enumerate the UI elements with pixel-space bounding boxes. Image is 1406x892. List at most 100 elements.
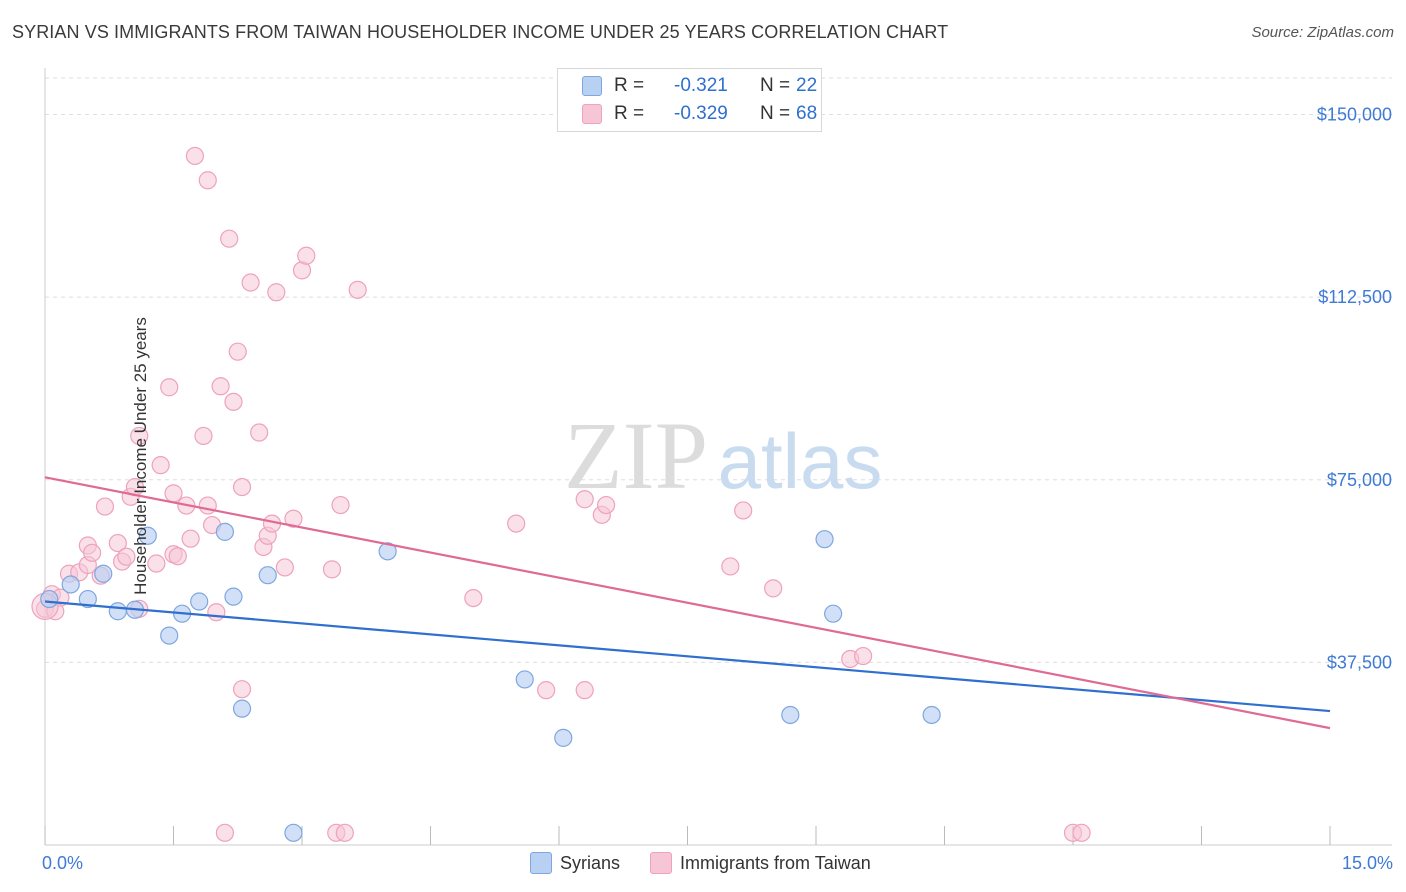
taiwan-point: [464, 588, 483, 608]
y-tick-label: $112,500: [1318, 287, 1392, 307]
syrian-point: [160, 626, 179, 645]
legend-item-taiwan[interactable]: Immigrants from Taiwan: [650, 852, 871, 874]
chart-title: SYRIAN VS IMMIGRANTS FROM TAIWAN HOUSEHO…: [12, 22, 949, 42]
syrian-point: [258, 566, 277, 585]
source-label: Source: ZipAtlas.com: [1251, 24, 1394, 41]
taiwan-point: [228, 342, 247, 361]
taiwan-point: [322, 560, 342, 579]
y-tick-label: $75,000: [1327, 470, 1392, 490]
syrian-point: [781, 705, 800, 725]
taiwan-point: [854, 646, 873, 666]
taiwan-point: [250, 423, 269, 442]
syrian-point: [515, 670, 534, 689]
syrian-point: [378, 542, 397, 561]
x-tick-label-min: 0.0%: [42, 853, 83, 873]
syrian-point: [40, 589, 59, 609]
legend-label-taiwan: Immigrants from Taiwan: [680, 852, 871, 873]
syrians-swatch: [582, 76, 602, 96]
taiwan-point: [168, 547, 187, 566]
taiwan-point: [147, 554, 166, 573]
syrian-point: [224, 587, 243, 606]
syrian-point: [190, 592, 209, 611]
taiwan-point: [232, 477, 252, 497]
taiwan-point: [537, 681, 556, 700]
y-tick-label: $150,000: [1317, 105, 1392, 125]
taiwan-point: [734, 501, 753, 520]
n-label: N =: [760, 103, 791, 124]
taiwan-point: [83, 543, 102, 562]
taiwan-point: [507, 514, 526, 533]
taiwan-point: [297, 246, 316, 265]
taiwan-point: [597, 495, 616, 515]
taiwan-point: [211, 377, 230, 396]
taiwan-point: [331, 495, 350, 515]
taiwan-point: [181, 529, 200, 548]
taiwan-point: [130, 426, 149, 446]
taiwan-point: [215, 823, 234, 842]
taiwan-point: [721, 557, 740, 576]
watermark: ZIP atlas: [564, 402, 882, 509]
taiwan-point: [224, 392, 243, 411]
syrian-point: [815, 530, 834, 549]
taiwan-point: [117, 547, 136, 566]
taiwan-point: [267, 283, 286, 302]
legend-item-syrians[interactable]: Syrians: [530, 852, 620, 874]
taiwan-point: [1072, 823, 1091, 842]
syrian-point: [108, 602, 127, 621]
gridlines: [45, 77, 1392, 663]
syrian-point: [138, 526, 157, 545]
taiwan-point: [284, 509, 303, 528]
stats-legend: R = -0.321 N = 22 R = -0.329 N = 68: [557, 68, 822, 132]
syrian-point: [554, 728, 573, 747]
y-axis-label: Householder Income Under 25 years: [130, 317, 150, 595]
taiwan-point: [275, 558, 294, 577]
axes: [44, 68, 1392, 846]
taiwan-point: [185, 146, 205, 166]
taiwan-point: [575, 681, 594, 700]
x-tick-label-max: 15.0%: [1342, 853, 1393, 873]
syrians-r-value: -0.321: [674, 75, 728, 96]
taiwan-point: [575, 490, 594, 509]
taiwan-point: [95, 497, 115, 516]
r-label: R =: [614, 75, 645, 96]
taiwan-point: [207, 603, 226, 622]
taiwan-r-value: -0.329: [674, 103, 728, 124]
legend-swatch-taiwan: [650, 852, 673, 874]
tick-labels: $37,500 $75,000 $112,500 $150,000 0.0% 15.0%: [42, 105, 1393, 873]
syrian-point: [61, 575, 80, 594]
n-label: N =: [760, 75, 791, 96]
taiwan-point: [241, 273, 260, 292]
syrians-n-value: 22: [796, 75, 818, 96]
syrian-point: [78, 589, 97, 609]
taiwan-n-value: 68: [796, 103, 818, 124]
syrian-point: [922, 705, 941, 725]
syrian-points: [40, 522, 941, 842]
syrian-point: [284, 823, 303, 842]
taiwan-swatch: [582, 104, 602, 124]
taiwan-point: [335, 823, 354, 842]
taiwan-point: [194, 426, 213, 446]
taiwan-point: [198, 171, 217, 190]
r-label: R =: [614, 103, 645, 124]
taiwan-point: [151, 456, 170, 475]
syrian-point: [215, 522, 234, 541]
taiwan-point: [232, 680, 252, 699]
taiwan-point: [220, 229, 239, 248]
taiwan-point: [348, 280, 367, 299]
taiwan-point: [160, 378, 179, 397]
taiwan-point: [198, 496, 217, 515]
taiwan-point: [764, 579, 783, 598]
taiwan-point: [108, 533, 127, 553]
syrians-trend-line: [44, 600, 1331, 713]
syrian-point: [824, 604, 843, 623]
taiwan-point: [164, 484, 183, 503]
legend-label-syrians: Syrians: [560, 852, 621, 873]
taiwan-points: [31, 146, 1091, 842]
trend-lines: [44, 476, 1331, 730]
watermark-atlas: atlas: [718, 417, 883, 505]
taiwan-trend-line: [44, 476, 1331, 730]
series-legend: Syrians Immigrants from Taiwan: [530, 852, 891, 874]
syrian-point: [232, 699, 252, 718]
legend-swatch-syrians: [530, 852, 552, 874]
